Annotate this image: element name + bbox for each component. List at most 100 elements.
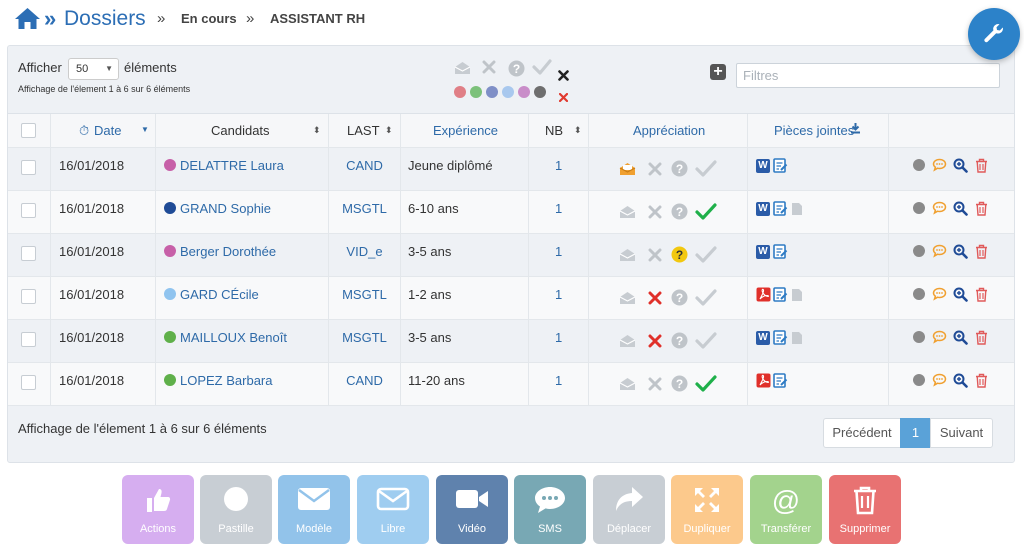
status-dot-icon[interactable]: [913, 202, 925, 214]
nb-link[interactable]: 1: [555, 244, 563, 259]
breadcrumb-dossiers[interactable]: Dossiers: [64, 7, 146, 30]
edit-document-icon[interactable]: [773, 287, 788, 305]
status-dot-icon[interactable]: [913, 245, 925, 257]
table-row[interactable]: 16/01/2018 DELATTRE Laura CAND Jeune diplôm…: [8, 148, 1014, 191]
header-candidats[interactable]: Candidats ⬍: [156, 114, 329, 147]
edit-document-icon[interactable]: [773, 373, 788, 391]
comment-icon[interactable]: [932, 330, 947, 347]
previous-button[interactable]: Précédent: [823, 418, 901, 448]
document-icon[interactable]: [791, 202, 803, 219]
header-appreciation[interactable]: Appréciation: [589, 114, 748, 147]
toolbar-button-4[interactable]: Libre: [357, 475, 429, 544]
status-dot-icon[interactable]: [913, 331, 925, 343]
header-date[interactable]: ⏱ Date ▼: [51, 114, 156, 147]
page-1-button[interactable]: 1: [900, 418, 931, 448]
mail-status-icon[interactable]: [619, 291, 636, 308]
last-text[interactable]: MSGTL: [342, 330, 387, 345]
reject-icon[interactable]: [648, 248, 662, 265]
nb-link[interactable]: 1: [555, 287, 563, 302]
toolbar-button-8[interactable]: Dupliquer: [671, 475, 743, 544]
filter-input[interactable]: [736, 63, 1000, 88]
nb-link[interactable]: 1: [555, 373, 563, 388]
candidate-link[interactable]: LOPEZ Barbara: [164, 373, 273, 388]
row-checkbox[interactable]: [21, 332, 36, 347]
table-row[interactable]: 16/01/2018 Berger Dorothée VID_e 3-5 ans 1? W: [8, 234, 1014, 277]
document-icon[interactable]: [791, 288, 803, 305]
nb-link[interactable]: 1: [555, 201, 563, 216]
zoom-icon[interactable]: [953, 287, 968, 305]
mail-status-icon[interactable]: [619, 377, 636, 394]
toolbar-button-9[interactable]: @ Transférer: [750, 475, 822, 544]
row-checkbox[interactable]: [21, 203, 36, 218]
edit-document-icon[interactable]: [773, 330, 788, 348]
select-all-checkbox[interactable]: [21, 123, 36, 138]
clear-color-icon[interactable]: [558, 89, 569, 107]
reject-filter-icon[interactable]: [482, 60, 496, 79]
last-text[interactable]: VID_e: [346, 244, 383, 259]
document-icon[interactable]: [791, 331, 803, 348]
question-icon[interactable]: ?: [671, 203, 688, 223]
reject-icon[interactable]: [648, 377, 662, 394]
table-row[interactable]: 16/01/2018 LOPEZ Barbara CAND 11-20 ans 1?: [8, 363, 1014, 406]
trash-icon[interactable]: [975, 244, 988, 262]
candidate-link[interactable]: DELATTRE Laura: [164, 158, 284, 173]
question-icon[interactable]: ?: [671, 289, 688, 309]
toolbar-button-7[interactable]: Déplacer: [593, 475, 665, 544]
comment-icon[interactable]: [932, 373, 947, 390]
check-filter-icon[interactable]: [532, 59, 552, 80]
check-icon[interactable]: [695, 289, 717, 309]
last-text[interactable]: CAND: [346, 158, 383, 173]
page-size-select[interactable]: 50 ▼: [68, 58, 119, 80]
question-filter-icon[interactable]: ?: [508, 60, 525, 82]
nb-link[interactable]: 1: [555, 158, 563, 173]
mail-status-icon[interactable]: [619, 205, 636, 222]
candidate-link[interactable]: MAILLOUX Benoît: [164, 330, 287, 345]
pdf-file-icon[interactable]: [756, 373, 771, 391]
check-icon[interactable]: [695, 246, 717, 266]
reject-icon[interactable]: [648, 334, 662, 351]
row-checkbox[interactable]: [21, 246, 36, 261]
toolbar-button-1[interactable]: Actions: [122, 475, 194, 544]
last-text[interactable]: MSGTL: [342, 201, 387, 216]
candidate-link[interactable]: GRAND Sophie: [164, 201, 271, 216]
candidate-link[interactable]: GARD CÉcile: [164, 287, 259, 302]
color-filter-dot[interactable]: [502, 86, 514, 98]
pdf-file-icon[interactable]: [756, 287, 771, 305]
last-text[interactable]: CAND: [346, 373, 383, 388]
last-text[interactable]: MSGTL: [342, 287, 387, 302]
question-icon[interactable]: ?: [671, 375, 688, 395]
word-file-icon[interactable]: W: [756, 331, 770, 345]
header-last[interactable]: LAST ⬍: [329, 114, 401, 147]
settings-button[interactable]: [968, 8, 1020, 60]
status-dot-icon[interactable]: [913, 159, 925, 171]
zoom-icon[interactable]: [953, 330, 968, 348]
mail-status-icon[interactable]: [619, 334, 636, 351]
header-experience[interactable]: Expérience: [401, 114, 529, 147]
candidate-link[interactable]: Berger Dorothée: [164, 244, 276, 259]
mail-filter-icon[interactable]: [454, 61, 471, 80]
reject-icon[interactable]: [648, 162, 662, 179]
question-icon[interactable]: ?: [671, 332, 688, 352]
comment-icon[interactable]: [932, 244, 947, 261]
trash-icon[interactable]: [975, 158, 988, 176]
zoom-icon[interactable]: [953, 373, 968, 391]
color-filter-dot[interactable]: [454, 86, 466, 98]
nb-link[interactable]: 1: [555, 330, 563, 345]
question-icon[interactable]: ?: [671, 246, 688, 266]
edit-document-icon[interactable]: [773, 158, 788, 176]
comment-icon[interactable]: [932, 158, 947, 175]
word-file-icon[interactable]: W: [756, 159, 770, 173]
check-icon[interactable]: [695, 332, 717, 352]
table-row[interactable]: 16/01/2018 GARD CÉcile MSGTL 1-2 ans 1?: [8, 277, 1014, 320]
reject-icon[interactable]: [648, 291, 662, 308]
toolbar-button-3[interactable]: Modèle: [278, 475, 350, 544]
check-icon[interactable]: [695, 160, 717, 180]
row-checkbox[interactable]: [21, 160, 36, 175]
question-icon[interactable]: ?: [671, 160, 688, 180]
header-pieces[interactable]: Pièces jointes: [748, 114, 889, 147]
clear-status-icon[interactable]: [558, 68, 569, 86]
row-checkbox[interactable]: [21, 289, 36, 304]
toolbar-button-2[interactable]: Pastille: [200, 475, 272, 544]
trash-icon[interactable]: [975, 330, 988, 348]
trash-icon[interactable]: [975, 373, 988, 391]
